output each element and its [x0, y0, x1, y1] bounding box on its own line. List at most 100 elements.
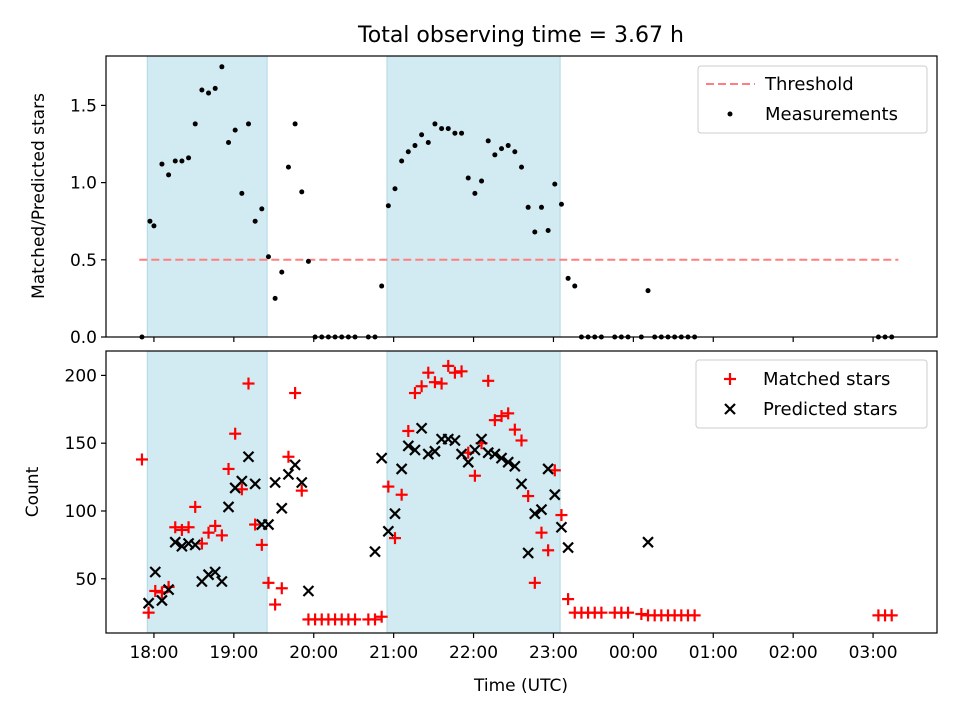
matched-star-point [202, 526, 215, 539]
predicted-star-point [642, 536, 654, 548]
predicted-star-point [162, 583, 175, 596]
matched-star-point [448, 366, 461, 379]
top-axes-frame [105, 55, 938, 338]
predicted-star-point [489, 448, 501, 460]
predicted-stars-points [142, 422, 654, 609]
legend-measurements-label: Measurements [765, 104, 898, 125]
measurement-point [259, 206, 265, 212]
matched-star-point [182, 521, 195, 534]
measurement-point [445, 126, 451, 132]
matched-star-point [688, 609, 701, 622]
matched-star-point [395, 488, 408, 501]
matched-star-point [169, 521, 182, 534]
matched-star-point [275, 582, 288, 595]
y-tick-label: 0.5 [70, 251, 97, 271]
measurement-point [151, 223, 157, 229]
predicted-star-point [375, 452, 388, 464]
predicted-star-point [462, 456, 475, 468]
matched-star-point [255, 538, 268, 551]
y-tick-label: 0.0 [70, 328, 97, 348]
predicted-star-point [369, 545, 381, 558]
matched-star-point [135, 453, 148, 466]
legend-matched-label: Matched stars [763, 369, 890, 390]
legend-threshold-label: Threshold [764, 74, 854, 95]
matched-star-point [189, 500, 202, 513]
matched-star-point [885, 609, 898, 622]
matched-star-point [408, 387, 421, 400]
predicted-star-point [549, 488, 561, 501]
x-tick-label: 03:00 [849, 643, 898, 663]
measurement-point [219, 64, 225, 70]
predicted-star-point [282, 468, 295, 481]
bottom-legend-box [695, 359, 928, 429]
predicted-star-point [149, 566, 162, 578]
predicted-star-point [389, 507, 401, 520]
matched-star-point [175, 523, 188, 536]
y-tick-label: 100 [65, 502, 97, 522]
matched-star-point [542, 544, 555, 557]
matched-star-point [435, 377, 448, 390]
predicted-star-point [555, 521, 568, 534]
matched-star-point [622, 606, 635, 619]
y-tick-label: 150 [65, 434, 97, 454]
matched-star-point [535, 526, 548, 539]
x-tick-label: 00:00 [609, 643, 658, 663]
measurement-point [179, 158, 185, 164]
matched-star-point [295, 484, 308, 497]
predicted-star-point [295, 476, 308, 489]
matched-star-point [562, 593, 575, 606]
matched-star-point [502, 407, 515, 420]
predicted-star-point [529, 507, 541, 520]
measurement-point [525, 204, 531, 210]
predicted-star-point [262, 518, 275, 531]
matched-star-point [262, 576, 275, 589]
predicted-star-point [276, 502, 288, 515]
measurement-point [166, 172, 172, 178]
matched-star-point [495, 410, 508, 423]
predicted-star-point [242, 450, 255, 463]
measurement-point [552, 181, 558, 187]
matched-star-point [375, 610, 388, 623]
top-x-ticks [153, 337, 874, 342]
measurement-point [292, 121, 298, 127]
x-tick-label: 02:00 [769, 643, 818, 663]
matched-star-point [635, 608, 648, 621]
matched-star-point [455, 365, 468, 378]
predicted-star-point [429, 445, 441, 458]
measurement-point [519, 164, 524, 170]
measurement-point [239, 190, 245, 196]
matched-star-point [269, 598, 282, 611]
predicted-star-point [562, 541, 574, 554]
matched-star-point [428, 376, 441, 389]
measurement-point [399, 158, 405, 164]
measurement-point [392, 186, 398, 192]
bottom-legend: Matched stars Predicted stars [695, 359, 928, 429]
matched-star-point [142, 606, 155, 619]
bottom-axes-frame [105, 350, 938, 634]
measurement-point [245, 121, 251, 127]
measurement-point [465, 175, 471, 181]
top-panel: 0.0 0.5 1.0 1.5 Matched/Predicted stars Thr… [29, 55, 938, 348]
measurement-point [305, 258, 311, 264]
top-y-axis-label: Matched/Predicted stars [29, 93, 49, 299]
predicted-star-point [495, 452, 508, 464]
measurement-point [565, 275, 571, 281]
top-y-axis: 0.0 0.5 1.0 1.5 [70, 96, 106, 348]
predicted-star-point [142, 597, 155, 609]
measurement-point [232, 127, 238, 133]
measurement-point [425, 139, 431, 145]
measurement-point [285, 164, 291, 170]
measurement-point [472, 190, 478, 196]
matched-stars-points [135, 359, 898, 626]
predicted-star-point [515, 478, 528, 490]
bottom-x-axis: 18:00 19:00 20:00 21:00 22:00 23:00 00:00 01:00… [129, 633, 898, 663]
matched-star-point [249, 518, 262, 531]
x-tick-label: 20:00 [289, 643, 338, 663]
matched-star-point [242, 377, 255, 390]
matched-star-point [422, 366, 435, 379]
predicted-star-point [202, 568, 215, 581]
matched-star-point [215, 529, 228, 542]
predicted-star-point [402, 440, 415, 452]
predicted-star-point [189, 539, 202, 551]
y-tick-label: 50 [75, 570, 97, 590]
